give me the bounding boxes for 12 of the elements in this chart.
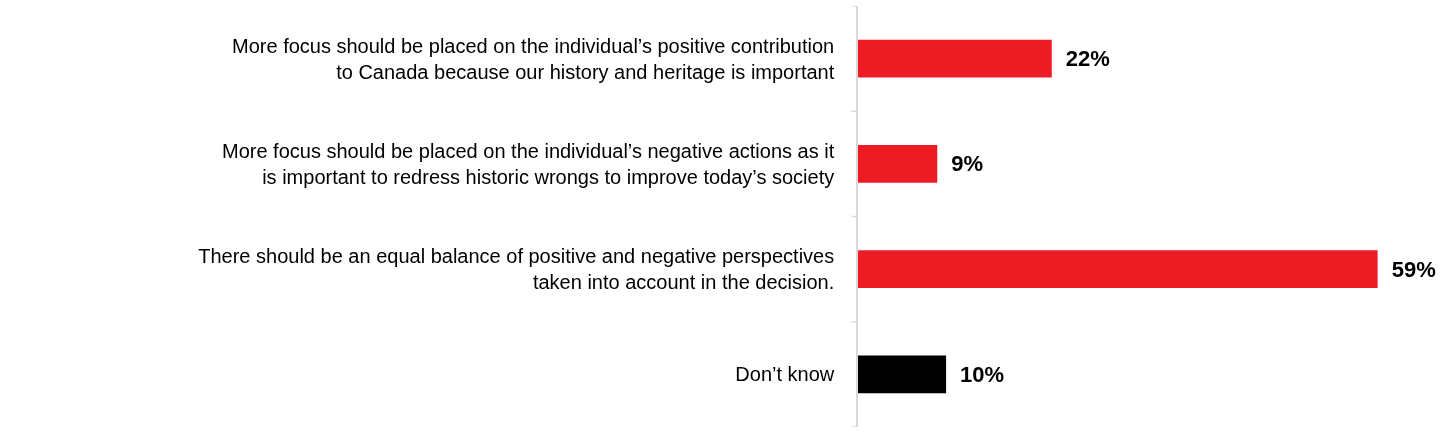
y-tick-label: More focus should be placed on the individual’s negative actions as it is important to redress historic wrongs to improve today’s society <box>222 139 835 188</box>
data-label: 59% <box>1380 256 1436 282</box>
bar <box>858 39 1052 78</box>
data-label: 9% <box>940 151 984 177</box>
bar <box>858 144 938 183</box>
y-tick-label: Don’t know <box>735 363 835 386</box>
data-label: 10% <box>949 361 1005 387</box>
data-label: 22% <box>1054 46 1110 72</box>
bar <box>858 250 1378 289</box>
bar <box>858 355 947 394</box>
y-tick-label: More focus should be placed on the individual’s positive contribution to Canada because our history and heritage is important <box>232 34 835 83</box>
y-tick-label: There should be an equal balance of positive and negative perspectives taken into account in the decision. <box>198 245 835 294</box>
